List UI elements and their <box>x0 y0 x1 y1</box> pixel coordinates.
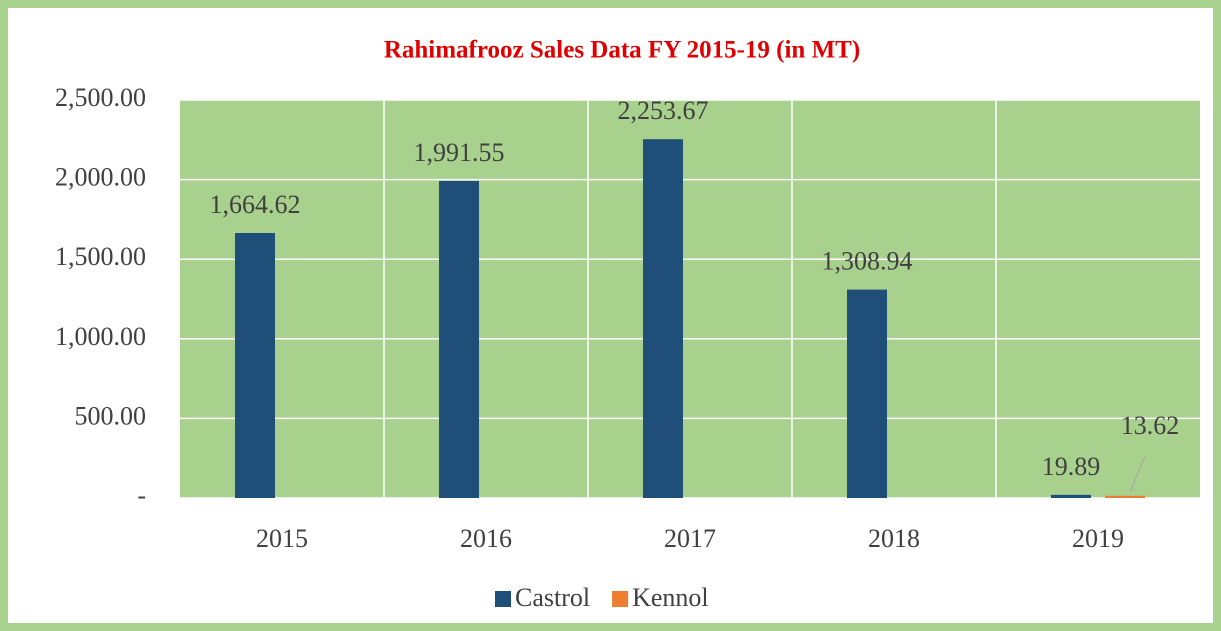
data-label: 1,991.55 <box>414 138 505 167</box>
data-label: 13.62 <box>1121 411 1180 440</box>
y-tick-label: - <box>137 481 146 510</box>
bar <box>643 139 683 498</box>
y-tick-label: 1,000.00 <box>55 322 146 351</box>
y-tick-label: 2,500.00 <box>55 83 146 112</box>
bar <box>1051 494 1091 498</box>
x-tick-label: 2016 <box>460 524 512 553</box>
legend-label: Kennol <box>632 583 709 612</box>
data-label: 1,664.62 <box>210 190 301 219</box>
x-tick-label: 2019 <box>1072 524 1124 553</box>
x-tick-label: 2017 <box>664 524 716 553</box>
legend-swatch <box>495 591 511 607</box>
bar <box>1105 495 1145 498</box>
x-tick-label: 2015 <box>256 524 308 553</box>
data-label: 19.89 <box>1042 452 1101 481</box>
legend-swatch <box>612 591 629 607</box>
data-label: 1,308.94 <box>822 247 913 276</box>
y-tick-label: 2,000.00 <box>55 163 146 192</box>
bar <box>847 289 887 498</box>
legend-label: Castrol <box>515 583 590 612</box>
bar <box>439 180 479 498</box>
y-tick-label: 500.00 <box>75 401 147 430</box>
chart-title: Rahimafrooz Sales Data FY 2015-19 (in MT… <box>384 37 860 64</box>
x-tick-label: 2018 <box>868 524 920 553</box>
leader-line <box>1129 455 1146 493</box>
y-tick-label: 1,500.00 <box>55 242 146 271</box>
bar <box>235 232 275 498</box>
data-label: 2,253.67 <box>618 96 709 125</box>
plot-area <box>180 100 1200 498</box>
